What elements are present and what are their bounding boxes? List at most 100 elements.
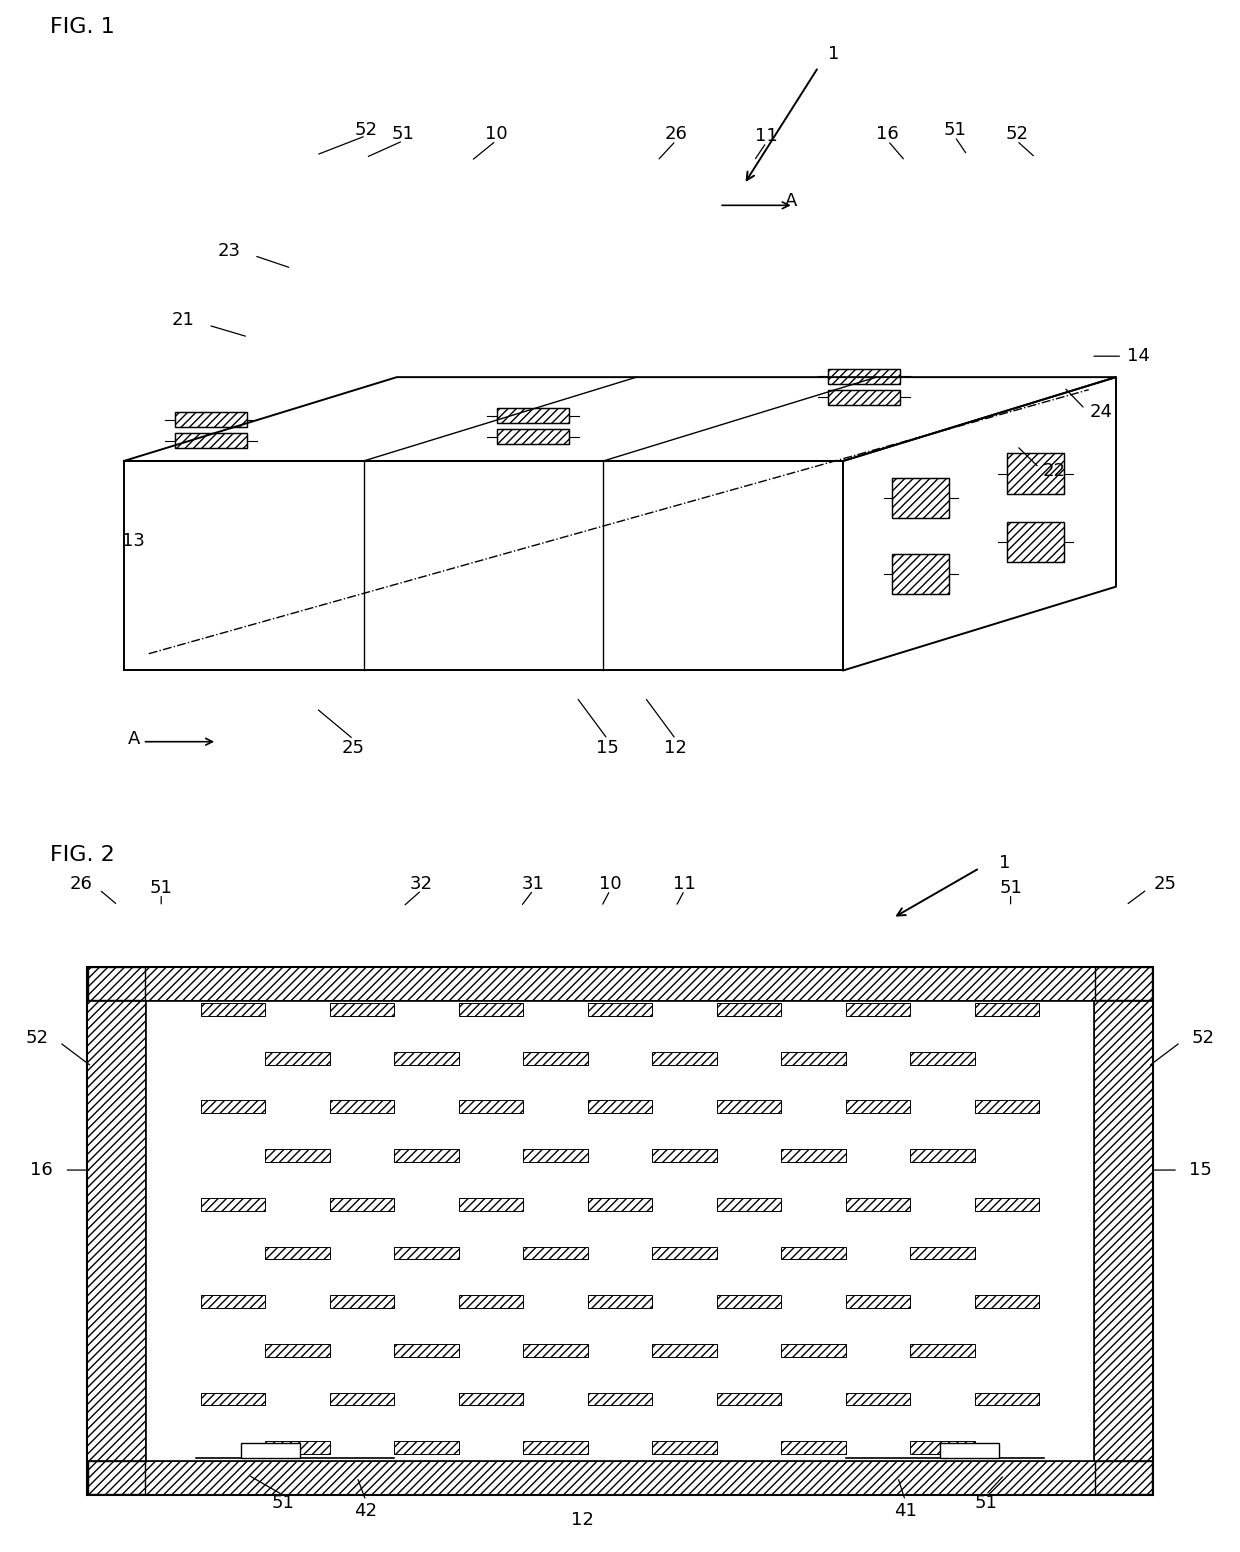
Bar <box>910 1442 975 1454</box>
Bar <box>975 1003 1039 1017</box>
Text: 25: 25 <box>342 739 365 756</box>
Bar <box>201 1198 265 1211</box>
Bar <box>394 1246 459 1259</box>
Polygon shape <box>497 428 569 444</box>
Bar <box>588 1198 652 1211</box>
Text: 52: 52 <box>1192 1029 1214 1048</box>
Text: 42: 42 <box>355 1502 377 1519</box>
Bar <box>459 1392 523 1406</box>
Bar <box>717 1100 781 1113</box>
Bar <box>910 1052 975 1065</box>
Text: 51: 51 <box>150 878 172 897</box>
Text: 12: 12 <box>572 1512 594 1529</box>
Text: 51: 51 <box>975 1495 997 1513</box>
Bar <box>717 1392 781 1406</box>
Text: 32: 32 <box>410 875 433 894</box>
Bar <box>975 1100 1039 1113</box>
Bar <box>846 1003 910 1017</box>
Bar <box>717 1003 781 1017</box>
Polygon shape <box>893 554 950 594</box>
Bar <box>975 1296 1039 1308</box>
Bar <box>265 1148 330 1162</box>
Text: 51: 51 <box>999 878 1022 897</box>
Text: 52: 52 <box>1006 126 1028 143</box>
Bar <box>523 1052 588 1065</box>
Bar <box>523 1442 588 1454</box>
Polygon shape <box>1007 521 1064 562</box>
Bar <box>1094 1001 1153 1460</box>
Text: 51: 51 <box>944 121 966 138</box>
Bar <box>241 1443 300 1457</box>
Bar <box>265 1246 330 1259</box>
Text: 31: 31 <box>522 875 544 894</box>
Bar <box>652 1344 717 1356</box>
Text: 24: 24 <box>1090 404 1112 421</box>
Bar <box>394 1052 459 1065</box>
Bar <box>588 1003 652 1017</box>
Text: 51: 51 <box>392 126 414 143</box>
Bar <box>88 967 145 999</box>
Bar <box>652 1148 717 1162</box>
Bar <box>201 1100 265 1113</box>
Bar <box>940 1443 999 1457</box>
Text: 25: 25 <box>1154 875 1177 894</box>
Bar <box>459 1296 523 1308</box>
Bar <box>146 1001 1094 1460</box>
Bar <box>588 1392 652 1406</box>
Text: 11: 11 <box>755 127 777 144</box>
Text: 15: 15 <box>1189 1161 1211 1180</box>
Bar <box>201 1003 265 1017</box>
Text: A: A <box>785 192 797 210</box>
Bar <box>459 1198 523 1211</box>
Text: 23: 23 <box>218 242 241 261</box>
Bar <box>394 1442 459 1454</box>
Bar <box>87 1001 146 1460</box>
Bar <box>523 1148 588 1162</box>
Text: FIG. 2: FIG. 2 <box>50 846 114 864</box>
Polygon shape <box>893 478 950 518</box>
Text: 22: 22 <box>1043 462 1065 480</box>
Text: 11: 11 <box>673 875 696 894</box>
Bar <box>588 1296 652 1308</box>
Bar <box>588 1100 652 1113</box>
Text: 14: 14 <box>1127 348 1149 365</box>
Bar <box>846 1100 910 1113</box>
Bar <box>781 1344 846 1356</box>
Text: 15: 15 <box>596 739 619 756</box>
Polygon shape <box>175 413 247 427</box>
Bar <box>975 1198 1039 1211</box>
Bar <box>652 1052 717 1065</box>
Bar <box>781 1148 846 1162</box>
Bar <box>330 1296 394 1308</box>
Text: 16: 16 <box>877 126 899 143</box>
Bar <box>201 1392 265 1406</box>
Polygon shape <box>1007 453 1064 494</box>
Text: 1: 1 <box>827 45 839 64</box>
Bar <box>846 1392 910 1406</box>
Bar <box>330 1100 394 1113</box>
Text: FIG. 1: FIG. 1 <box>50 17 114 37</box>
Bar <box>652 1442 717 1454</box>
Text: 10: 10 <box>599 875 621 894</box>
Bar <box>459 1003 523 1017</box>
Text: A: A <box>128 729 140 748</box>
Bar <box>781 1052 846 1065</box>
Text: 10: 10 <box>485 126 507 143</box>
Bar <box>910 1148 975 1162</box>
Bar <box>846 1198 910 1211</box>
Bar <box>330 1003 394 1017</box>
Bar <box>330 1392 394 1406</box>
Text: 41: 41 <box>894 1502 916 1519</box>
Bar <box>1095 1462 1152 1495</box>
Text: 26: 26 <box>665 126 687 143</box>
Bar <box>523 1344 588 1356</box>
Polygon shape <box>828 390 900 405</box>
Bar <box>846 1296 910 1308</box>
Bar <box>265 1052 330 1065</box>
Text: 12: 12 <box>665 739 687 756</box>
Bar <box>201 1296 265 1308</box>
Bar <box>88 1462 145 1495</box>
Text: 21: 21 <box>172 310 195 329</box>
Text: 52: 52 <box>26 1029 48 1048</box>
Text: 16: 16 <box>30 1161 52 1180</box>
